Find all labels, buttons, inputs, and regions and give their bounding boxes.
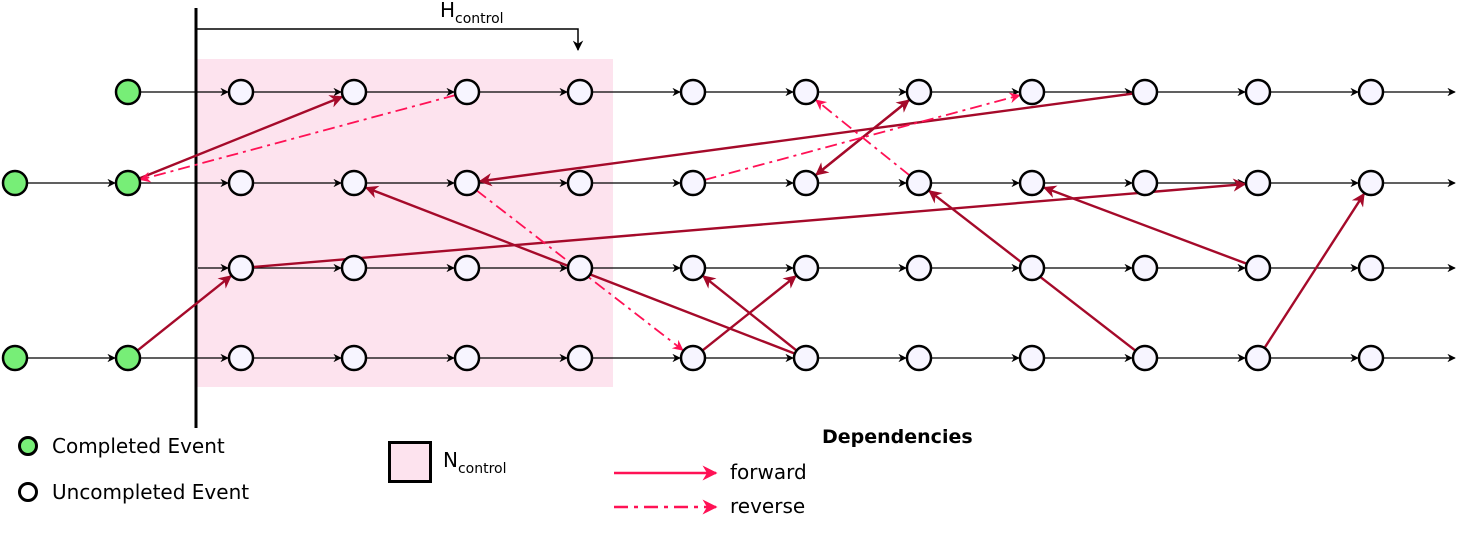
forward-dependency-arrow [478,92,1134,187]
uncompleted-event-node [1131,78,1159,106]
timeline-layer [27,87,1456,363]
uncompleted-event-node [227,344,255,372]
uncompleted-event-node [227,169,255,197]
forward-dependency-arrow [702,275,798,352]
uncompleted-event-node [792,78,820,106]
uncompleted-event-node [453,78,481,106]
legend-uncompleted: Uncompleted Event [18,480,249,504]
uncompleted-event-node [905,254,933,282]
forward-dependency-arrow [1042,185,1248,265]
uncompleted-event-node [453,254,481,282]
reverse-dependency-arrow [139,94,456,183]
forward-dependency-arrow [1263,192,1365,349]
uncompleted-event-node [340,254,368,282]
completed-event-node [114,169,142,197]
uncompleted-event-node [1018,78,1046,106]
forward-dependency-arrow [138,95,344,180]
uncompleted-event-node [566,344,594,372]
uncompleted-event-node [227,78,255,106]
uncompleted-event-node [340,344,368,372]
reverse-label: reverse [730,494,806,518]
uncompleted-event-node [679,78,707,106]
h-control-label: Hcontrol [440,0,504,27]
reverse-dependency-arrow [704,92,1021,181]
completed-event-label: Completed Event [52,434,225,458]
completed-event-node [114,78,142,106]
legend-completed: Completed Event [18,434,225,458]
n-control-label: Ncontrol [443,448,507,477]
uncompleted-event-node [905,78,933,106]
dependencies-title: Dependencies [822,426,973,448]
uncompleted-event-node [1244,254,1272,282]
uncompleted-event-node [1018,169,1046,197]
uncompleted-event-node [792,169,820,197]
uncompleted-event-node [679,344,707,372]
uncompleted-event-node [453,344,481,372]
control-region [197,59,613,387]
forward-label: forward [730,460,807,484]
uncompleted-event-node [1357,344,1385,372]
uncompleted-event-node [792,344,820,372]
completed-event-icon [18,436,38,456]
uncompleted-event-node [1357,169,1385,197]
uncompleted-event-node [566,254,594,282]
uncompleted-event-node [905,344,933,372]
uncompleted-event-label: Uncompleted Event [52,480,250,504]
uncompleted-event-node [1018,254,1046,282]
completed-event-node [114,344,142,372]
uncompleted-event-node [1244,78,1272,106]
uncompleted-event-node [453,169,481,197]
reverse-dependency-arrow [815,99,911,177]
uncompleted-event-node [1357,78,1385,106]
h-control-bracket [196,28,584,52]
uncompleted-event-node [1131,344,1159,372]
uncompleted-event-node [340,169,368,197]
completed-event-node [1,344,29,372]
completed-event-node [1,169,29,197]
uncompleted-event-node [1244,344,1272,372]
uncompleted-event-node [679,254,707,282]
uncompleted-event-node [1357,254,1385,282]
uncompleted-event-node [1131,169,1159,197]
uncompleted-event-node [679,169,707,197]
uncompleted-event-node [1131,254,1159,282]
uncompleted-event-node [792,254,820,282]
uncompleted-event-node [566,169,594,197]
uncompleted-event-node [1018,344,1046,372]
uncompleted-event-node [227,254,255,282]
event-node-layer [1,78,1385,372]
uncompleted-event-node [566,78,594,106]
uncompleted-event-node [1244,169,1272,197]
forward-dependency-arrow [136,275,232,352]
uncompleted-event-node [340,78,368,106]
uncompleted-event-icon [18,482,38,502]
uncompleted-event-node [905,169,933,197]
n-control-swatch [388,441,432,483]
forward-dependency-arrow [252,178,1247,269]
